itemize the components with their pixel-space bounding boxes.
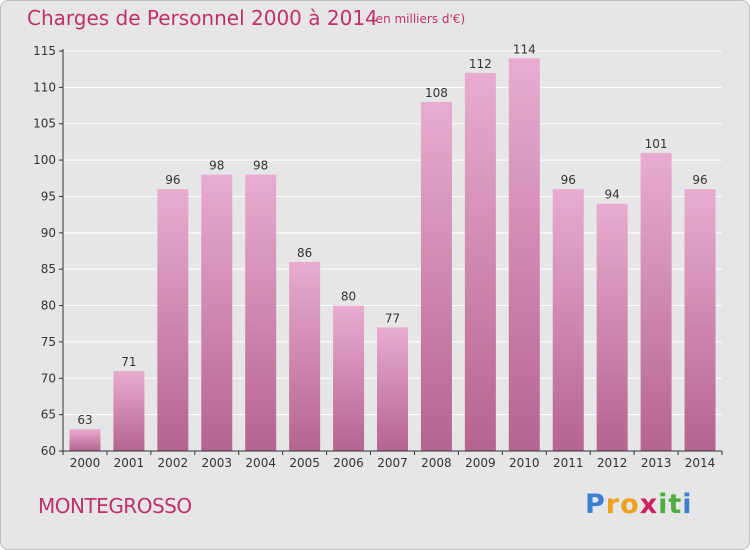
x-tick-label: 2006 [333,456,364,470]
y-tick-label: 85 [41,262,56,276]
x-tick-label: 2000 [70,456,101,470]
data-label: 96 [165,173,180,187]
bar-2006 [333,305,365,451]
y-tick-label: 80 [41,299,56,313]
x-tick-label: 2003 [201,456,232,470]
bar-2008 [420,101,452,451]
data-label: 71 [121,355,136,369]
x-tick-label: 2012 [597,456,628,470]
y-tick-label: 110 [33,80,56,94]
bar-2007 [377,327,408,451]
bar-2014 [684,189,716,451]
bar-2005 [289,261,321,451]
bars [69,58,716,452]
logo-letter: P [585,489,606,520]
y-tick-label: 60 [41,444,56,458]
y-tick-label: 75 [41,335,56,349]
bar-2009 [464,72,496,452]
data-label: 63 [77,413,92,427]
logo-letter: i [658,489,669,520]
bar-2002 [157,189,189,451]
chart-title: Charges de Personnel 2000 à 2014 [27,6,378,30]
bar-2000 [69,429,101,451]
bar-2003 [201,174,233,452]
y-tick-label: 95 [41,189,56,203]
x-tick-label: 2011 [553,456,584,470]
y-tick-label: 105 [33,117,56,131]
bar-2011 [552,189,584,451]
data-label: 96 [692,173,707,187]
y-tick-label: 115 [33,44,56,58]
bar-2004 [245,174,277,452]
data-label: 77 [385,311,400,325]
y-tick-label: 65 [41,408,56,422]
axes [59,49,723,455]
y-tick-label: 100 [33,153,56,167]
chart-subtitle: (en milliers d'€) [371,12,466,26]
logo-letter: x [639,489,659,520]
data-label: 101 [645,137,668,151]
proxiti-logo: Proxiti [585,489,693,520]
x-tick-label: 2005 [289,456,320,470]
y-tick-label: 90 [41,226,56,240]
labels: 60 65 70 75 80 85 90 95 100 105 110 115 63 2000 71 2001… [33,42,715,470]
x-tick-label: 2008 [421,456,452,470]
x-tick-label: 2001 [114,456,145,470]
data-label: 98 [253,159,268,173]
commune-name: MONTEGROSSO [38,494,192,518]
data-label: 114 [513,42,536,56]
logo-letter: t [668,489,683,520]
logo-letter: o [620,489,640,520]
logo-letter: i [682,489,693,520]
x-tick-label: 2014 [685,456,716,470]
data-label: 96 [561,173,576,187]
bar-2013 [640,152,672,451]
y-tick-label: 70 [41,371,56,385]
data-label: 86 [297,246,312,260]
x-tick-label: 2009 [465,456,496,470]
data-label: 108 [425,86,448,100]
x-tick-label: 2007 [377,456,408,470]
bar-2010 [508,58,540,451]
x-tick-label: 2010 [509,456,540,470]
logo-letter: r [605,489,621,520]
x-tick-label: 2002 [158,456,189,470]
data-label: 112 [469,57,492,71]
data-label: 80 [341,290,356,304]
data-label: 98 [209,159,224,173]
bar-2001 [113,371,145,451]
x-tick-label: 2004 [245,456,276,470]
x-tick-label: 2013 [641,456,672,470]
bar-2012 [596,203,628,451]
data-label: 94 [605,188,620,202]
